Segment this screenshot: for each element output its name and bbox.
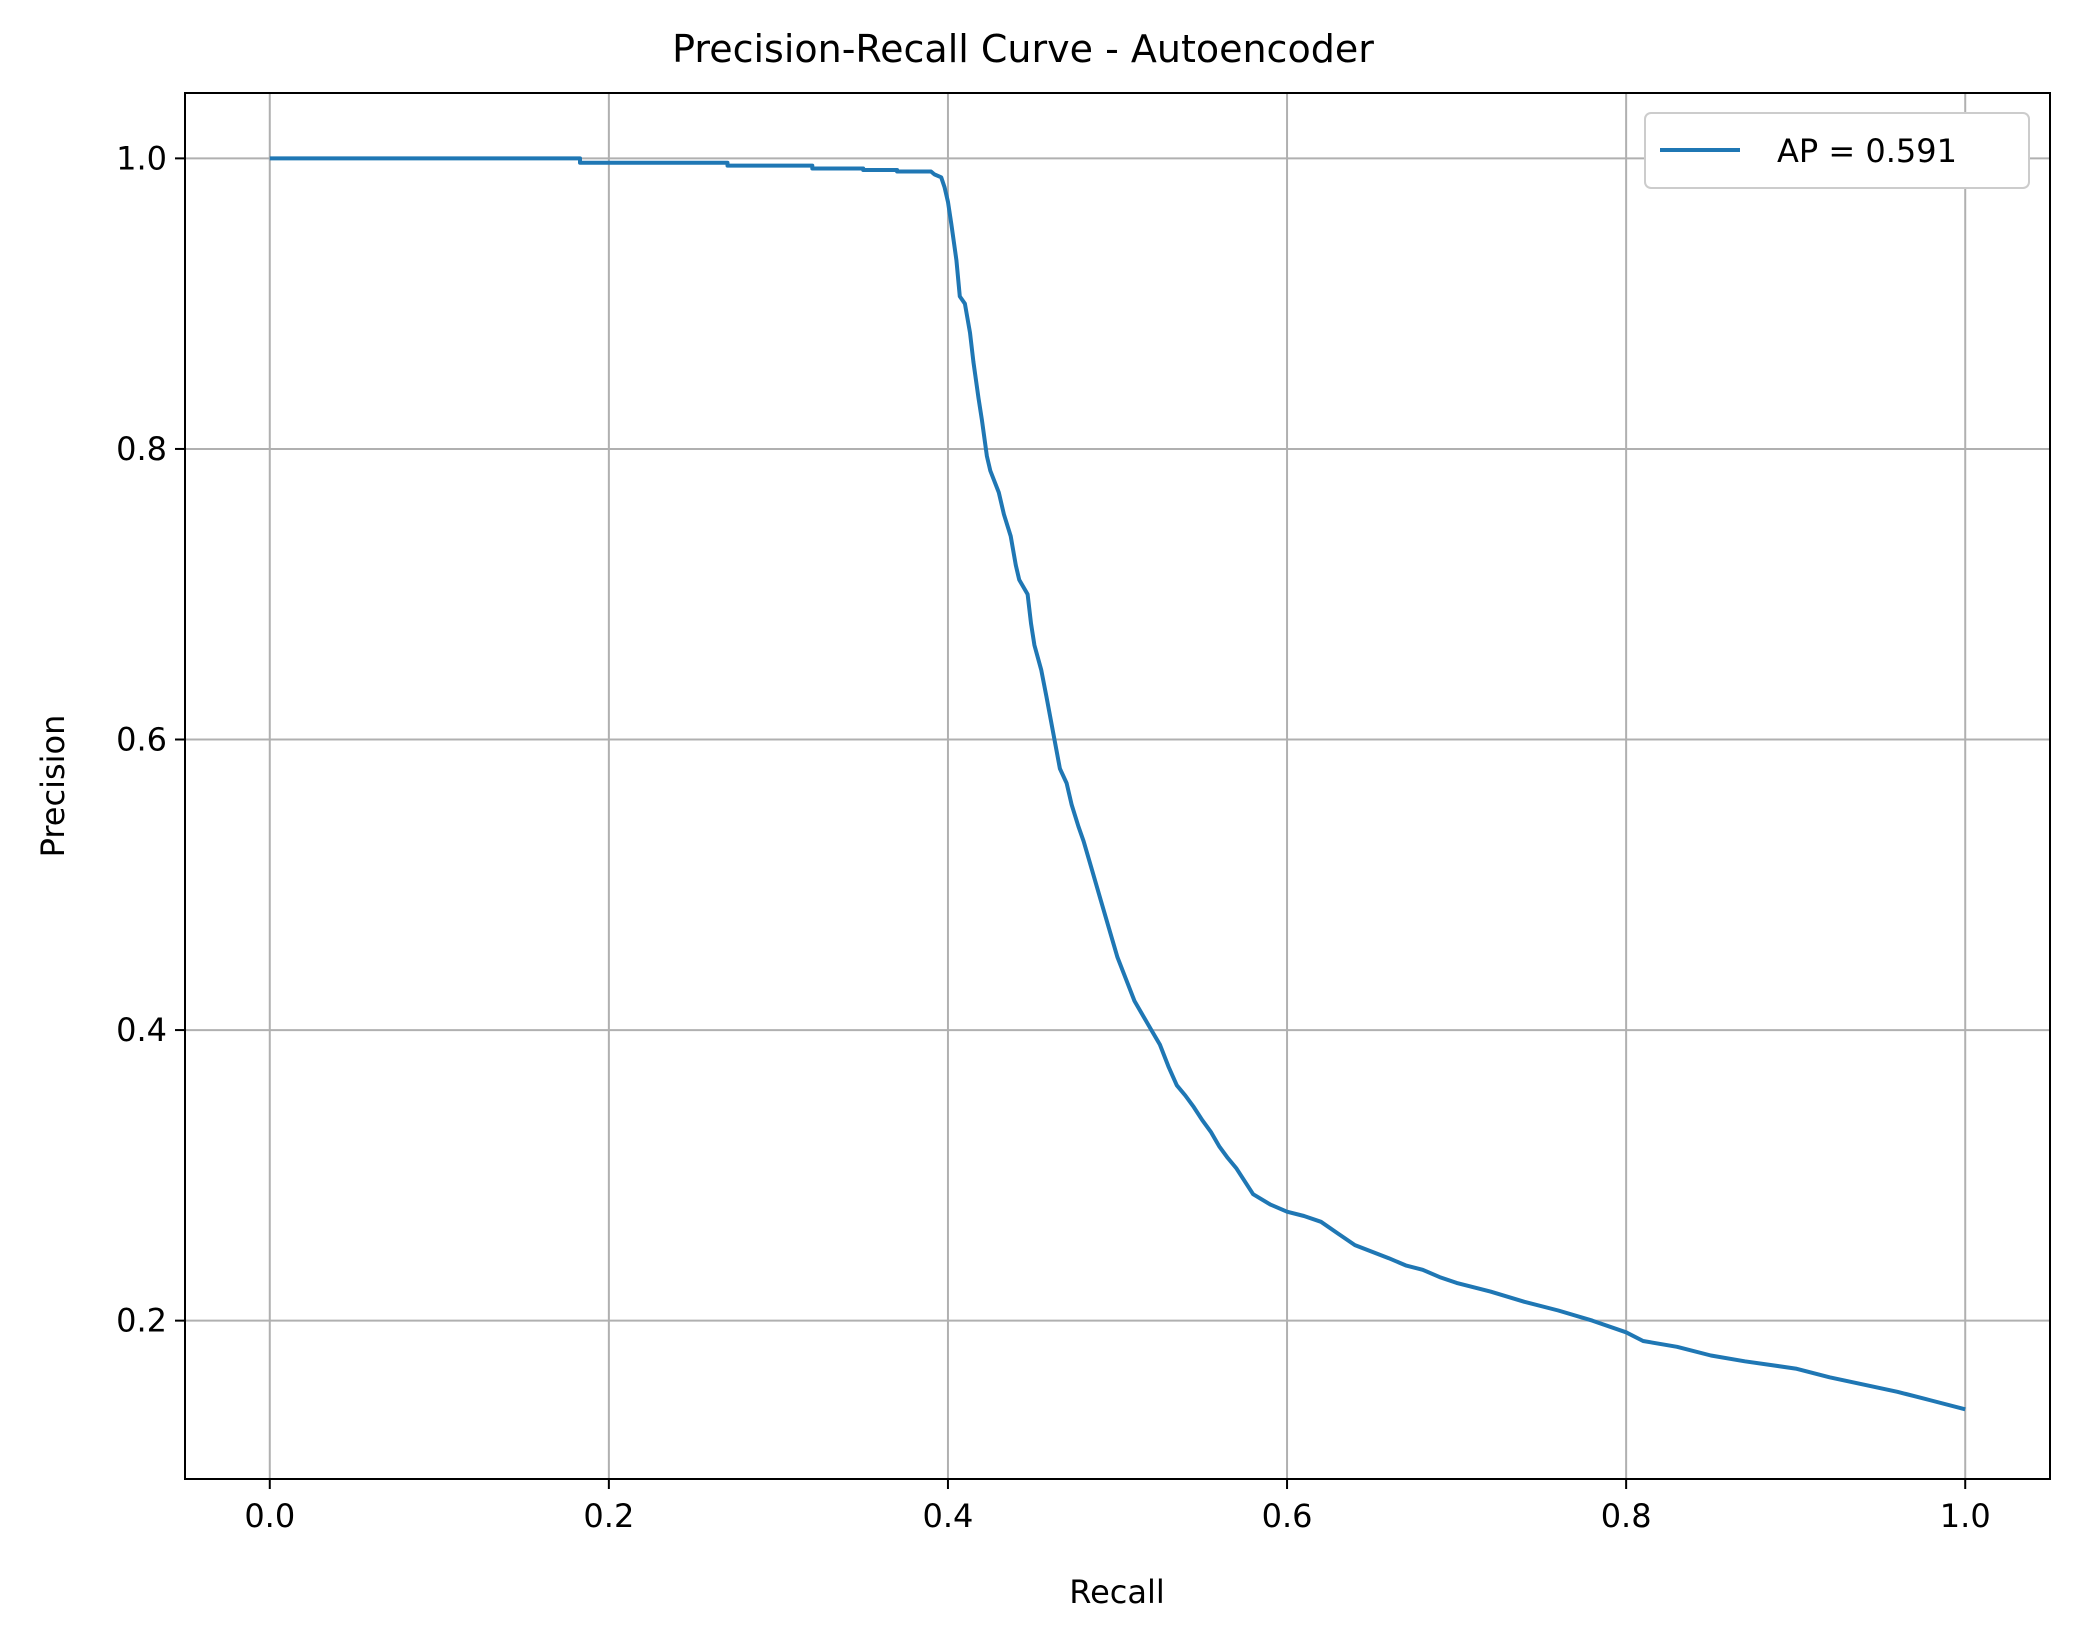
x-axis-label: Recall bbox=[1069, 1573, 1164, 1611]
x-axis-ticks: 0.0 0.2 0.4 0.6 0.8 1.0 bbox=[244, 1479, 1991, 1535]
x-tick-label: 0.8 bbox=[1601, 1497, 1652, 1535]
x-tick-label: 0.4 bbox=[923, 1497, 974, 1535]
y-axis-ticks: 0.2 0.4 0.6 0.8 1.0 bbox=[116, 139, 185, 1340]
pr-curve-line bbox=[269, 156, 1966, 1412]
x-tick-label: 0.2 bbox=[583, 1497, 634, 1535]
y-axis-label: Precision bbox=[34, 715, 72, 858]
curve-layer bbox=[269, 156, 1966, 1412]
y-tick-label: 0.6 bbox=[116, 721, 167, 759]
x-tick-label: 1.0 bbox=[1940, 1497, 1991, 1535]
x-tick-label: 0.0 bbox=[244, 1497, 295, 1535]
chart-title: Precision-Recall Curve - Autoencoder bbox=[672, 27, 1374, 71]
y-tick-label: 0.8 bbox=[116, 430, 167, 468]
legend: AP = 0.591 bbox=[1644, 112, 2030, 189]
x-tick-label: 0.6 bbox=[1262, 1497, 1313, 1535]
legend-label: AP = 0.591 bbox=[1777, 132, 1957, 170]
y-tick-label: 0.4 bbox=[116, 1011, 167, 1049]
y-tick-label: 1.0 bbox=[116, 139, 167, 177]
legend-box bbox=[1644, 112, 2030, 189]
plot-area-frame bbox=[184, 92, 2051, 1480]
y-tick-label: 0.2 bbox=[116, 1302, 167, 1340]
